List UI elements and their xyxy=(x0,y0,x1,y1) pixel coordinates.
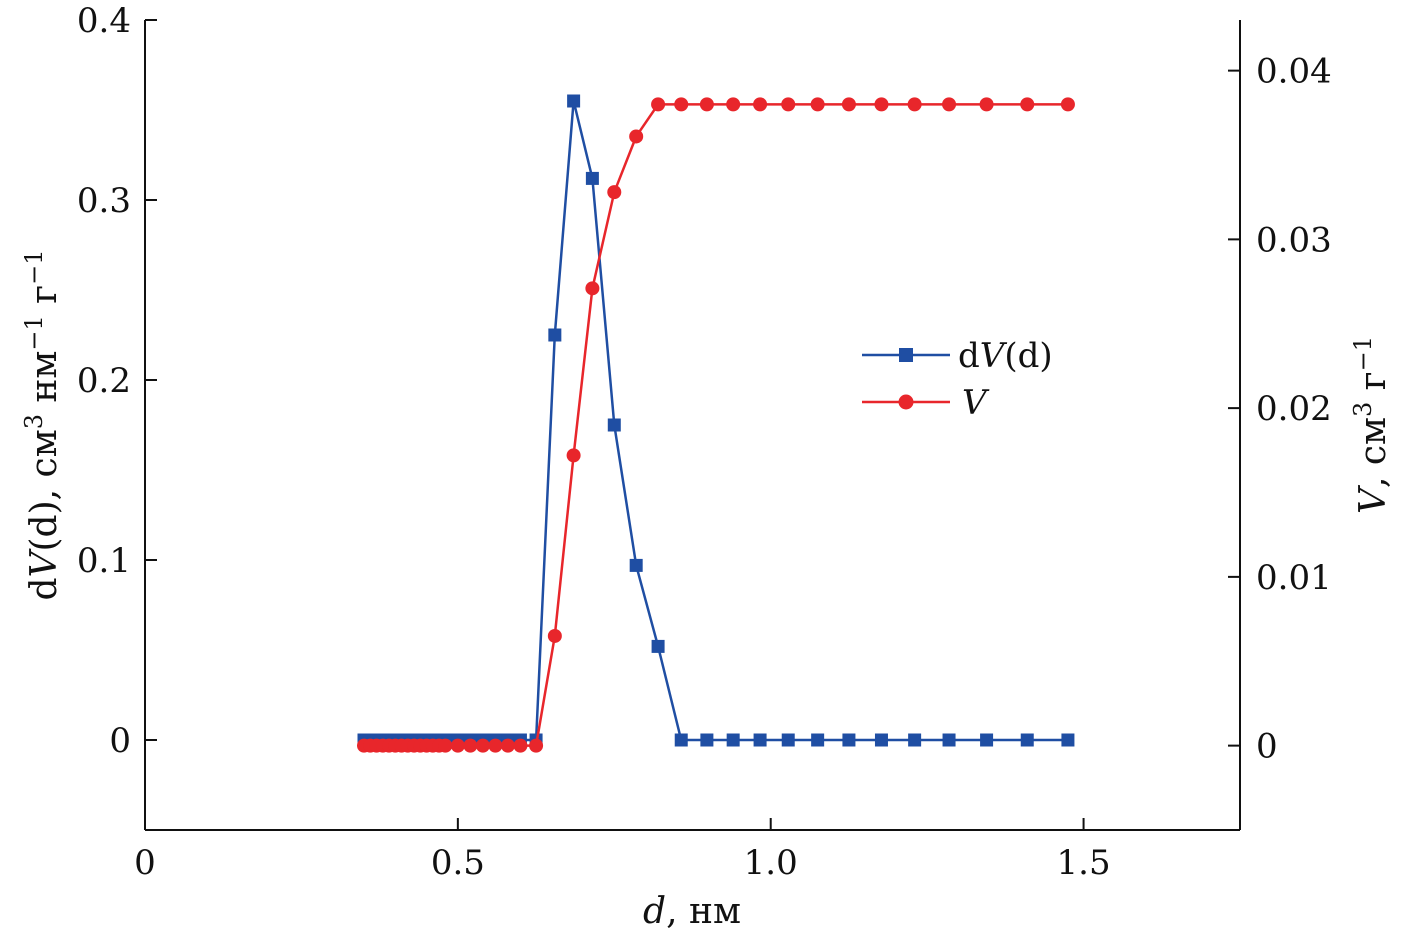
series-point-circle xyxy=(907,97,922,112)
series-point-circle xyxy=(1060,97,1075,112)
series-point-square xyxy=(842,733,856,747)
right-y-tick-label: 0.03 xyxy=(1256,220,1332,260)
series-point-circle xyxy=(699,97,714,112)
series-point-circle xyxy=(463,738,478,753)
series-point-square xyxy=(1020,733,1034,747)
series-point-circle xyxy=(475,738,490,753)
series-point-square xyxy=(753,733,767,747)
right-y-tick-label: 0.04 xyxy=(1256,52,1332,92)
series-point-square xyxy=(942,733,956,747)
series-point-square xyxy=(629,558,643,572)
series-point-square xyxy=(700,733,714,747)
series-point-circle xyxy=(810,97,825,112)
x-axis-label: d, нм xyxy=(643,891,741,932)
left-y-tick-label: 0.1 xyxy=(77,541,131,581)
x-ticks: 0 0.5 1.0 1.5 xyxy=(134,818,1111,883)
series-point-circle xyxy=(513,738,528,753)
right-y-axis-label: V, см3 г−1 xyxy=(1349,336,1394,514)
series-point-circle xyxy=(488,738,503,753)
x-tick-label: 1.5 xyxy=(1057,843,1111,883)
series-point-square xyxy=(980,733,994,747)
series-point-circle xyxy=(874,97,889,112)
series-point-square xyxy=(781,733,795,747)
x-tick-label: 0.5 xyxy=(431,843,485,883)
series-point-square xyxy=(651,639,665,653)
legend-marker-dv xyxy=(899,348,913,362)
series-point-square xyxy=(874,733,888,747)
series-point-square xyxy=(585,171,599,185)
series-point-circle xyxy=(979,97,994,112)
left-y-ticks: 0 0.1 0.2 0.3 0.4 xyxy=(77,1,157,761)
series-point-square xyxy=(1061,733,1075,747)
series-point-square xyxy=(674,733,688,747)
series-point-circle xyxy=(547,628,562,643)
left-y-tick-label: 0.3 xyxy=(77,181,131,221)
series-point-circle xyxy=(607,185,622,200)
right-y-tick-label: 0.01 xyxy=(1256,558,1332,598)
series-point-circle xyxy=(529,738,544,753)
series-point-circle xyxy=(726,97,741,112)
legend-label-v: V xyxy=(962,383,990,423)
series-point-square xyxy=(811,733,825,747)
legend-marker-v xyxy=(898,394,914,410)
x-tick-label: 1.0 xyxy=(744,843,798,883)
legend-label-dv: dV(d) xyxy=(958,336,1053,376)
series-point-square xyxy=(908,733,922,747)
series-point-square xyxy=(726,733,740,747)
x-tick-label: 0 xyxy=(134,843,156,883)
series-point-square xyxy=(607,418,621,432)
series-point-square xyxy=(567,94,581,108)
right-y-ticks: 0 0.01 0.02 0.03 0.04 xyxy=(1228,52,1332,767)
left-y-tick-label: 0.2 xyxy=(77,361,131,401)
series-point-circle xyxy=(500,738,515,753)
right-y-tick-label: 0.02 xyxy=(1256,389,1332,429)
left-y-tick-label: 0 xyxy=(109,721,131,761)
series-point-circle xyxy=(629,129,644,144)
left-y-tick-label: 0.4 xyxy=(77,1,131,41)
axes xyxy=(144,20,1241,831)
series-point-circle xyxy=(674,97,689,112)
series-point-circle xyxy=(841,97,856,112)
series-point-circle xyxy=(566,448,581,463)
series-line-1 xyxy=(364,103,1068,747)
series-point-circle xyxy=(651,97,666,112)
series-layer xyxy=(357,94,1075,753)
legend: dV(d) V xyxy=(862,336,1053,423)
left-y-axis-label: dV(d), см3 нм−1 г−1 xyxy=(20,249,65,600)
series-point-circle xyxy=(585,281,600,296)
series-point-circle xyxy=(781,97,796,112)
series-point-circle xyxy=(450,738,465,753)
series-point-circle xyxy=(1020,97,1035,112)
series-point-square xyxy=(548,328,562,342)
series-point-circle xyxy=(753,97,768,112)
right-y-tick-label: 0 xyxy=(1256,727,1278,767)
series-point-circle xyxy=(942,97,957,112)
series-point-circle xyxy=(438,738,453,753)
